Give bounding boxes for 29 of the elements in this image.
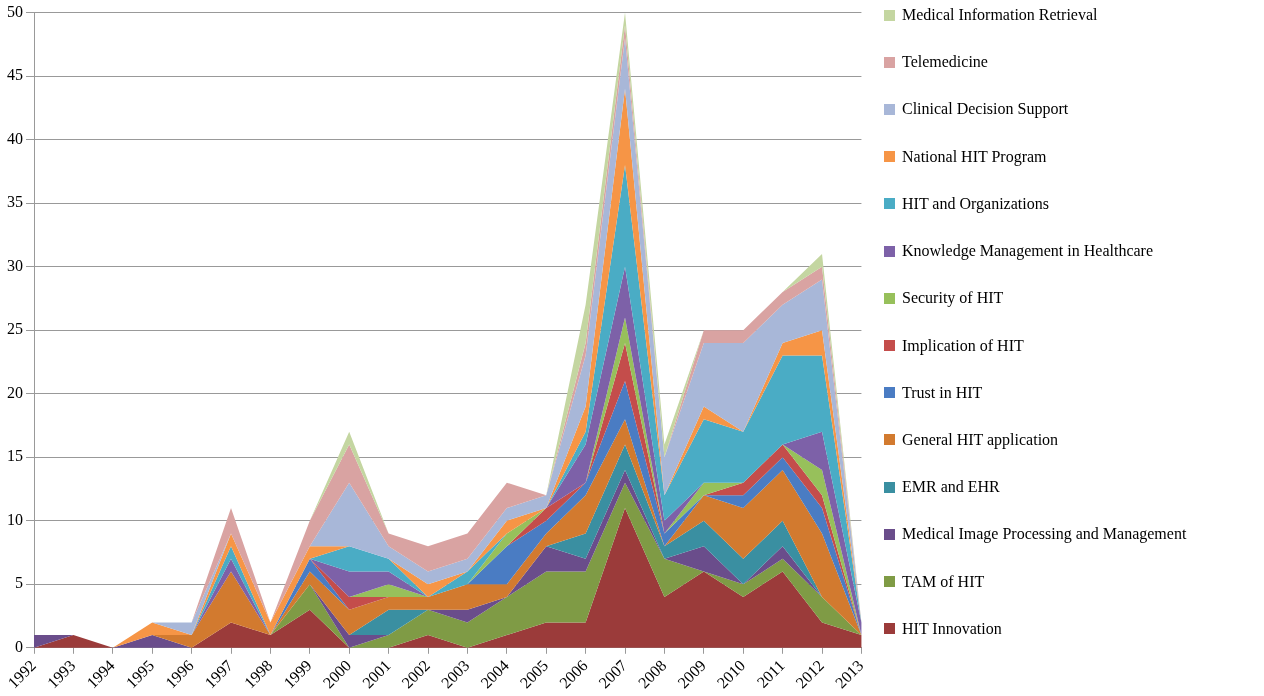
legend-label: HIT Innovation <box>902 619 1002 638</box>
y-tick-label: 0 <box>15 638 23 655</box>
legend-label: National HIT Program <box>902 147 1047 166</box>
legend-label: Security of HIT <box>902 289 1004 308</box>
legend-label: Trust in HIT <box>902 383 983 402</box>
legend-label: EMR and EHR <box>902 478 1000 497</box>
y-tick-label: 20 <box>7 383 23 401</box>
legend-label: Clinical Decision Support <box>902 100 1069 119</box>
legend-label: Medical Information Retrieval <box>902 6 1098 24</box>
y-tick-label: 35 <box>7 193 23 211</box>
legend-label: Telemedicine <box>902 53 988 72</box>
legend-label: TAM of HIT <box>902 572 985 591</box>
y-tick-label: 5 <box>15 574 23 592</box>
legend-label: Medical Image Processing and Management <box>902 525 1187 544</box>
y-tick-label: 10 <box>7 510 23 528</box>
legend-label: Knowledge Management in Healthcare <box>902 242 1154 261</box>
y-tick-label: 45 <box>7 66 23 84</box>
x-tick-label: 1999 <box>280 656 315 692</box>
y-tick-label: 15 <box>7 447 23 465</box>
x-tick-label: 2011 <box>753 656 788 691</box>
x-tick-label: 1993 <box>43 656 79 692</box>
legend-label: Implication of HIT <box>902 336 1024 355</box>
y-tick-label: 25 <box>7 320 23 338</box>
legend-label: HIT and Organizations <box>902 194 1049 213</box>
y-tick-label: 40 <box>7 129 23 147</box>
x-tick-label: 1992 <box>4 656 40 692</box>
y-tick-label: 30 <box>7 256 23 274</box>
y-tick-label: 50 <box>7 2 23 20</box>
legend-label: General HIT application <box>902 430 1059 449</box>
